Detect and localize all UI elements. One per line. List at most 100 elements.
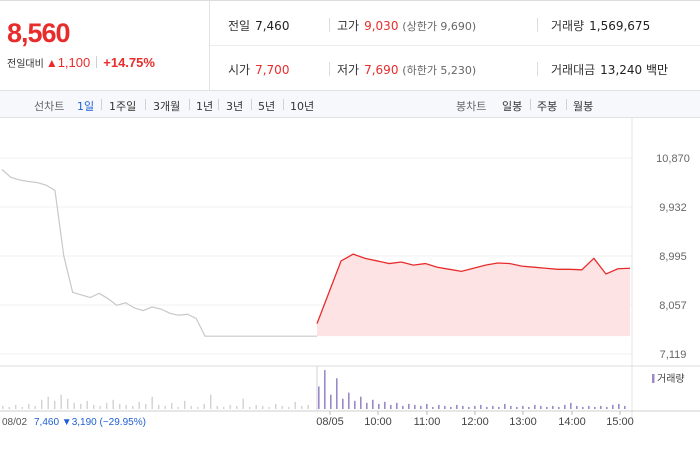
volume-legend-swatch — [652, 374, 655, 383]
period-10year[interactable]: 10년 — [290, 100, 315, 113]
low-label: 저가 — [337, 63, 360, 77]
row-divider — [210, 45, 700, 46]
candle-monthly[interactable]: 월봉 — [573, 100, 594, 113]
trade-value-value: 13,240 백만 — [600, 63, 669, 77]
volume-bar — [125, 404, 127, 409]
x-tick-label: 15:00 — [606, 416, 634, 428]
volume-bar — [158, 404, 160, 409]
volume-bar — [275, 403, 277, 409]
volume-bar — [119, 403, 121, 409]
volume-chart: 거래량 — [2, 370, 685, 409]
volume-bar — [99, 405, 101, 409]
period-5year[interactable]: 5년 — [258, 100, 276, 113]
volume-bar — [576, 405, 578, 409]
volume-bar — [618, 403, 620, 409]
volume-bar — [216, 405, 218, 409]
volume-bar — [197, 406, 199, 409]
trade-value-stat: 거래대금 13,240 백만 — [551, 61, 668, 78]
volume-bar — [486, 406, 488, 409]
volume-bar — [318, 386, 320, 409]
divider — [218, 99, 219, 110]
high-value: 9,030 — [364, 19, 399, 33]
volume-bar — [262, 405, 264, 409]
volume-bar — [288, 406, 290, 409]
volume-bar — [151, 396, 153, 409]
volume-bar — [184, 400, 186, 409]
period-1day[interactable]: 1일 — [77, 100, 95, 113]
volume-bar — [420, 405, 422, 409]
volume-bar — [2, 405, 4, 409]
volume-bar — [540, 405, 542, 409]
y-tick-label: 10,870 — [656, 153, 690, 165]
volume-bar — [516, 406, 518, 409]
volume-bar — [236, 405, 238, 409]
volume-bar — [324, 370, 326, 409]
period-3year[interactable]: 3년 — [226, 100, 244, 113]
price-chart[interactable]: 10,870 9,932 8,995 8,057 7,119 거래량 08/02 7,46… — [0, 118, 700, 450]
candle-daily[interactable]: 일봉 — [502, 100, 523, 113]
volume-bar — [624, 405, 626, 409]
volume-bar — [28, 403, 30, 409]
volume-legend-label: 거래량 — [657, 373, 685, 385]
volume-bar — [510, 405, 512, 409]
divider — [101, 99, 102, 110]
volume-label: 거래량 — [551, 19, 585, 33]
volume-bar — [301, 405, 303, 409]
volume-bar — [34, 405, 36, 409]
prev-day-line — [1, 169, 317, 337]
volume-bar — [534, 404, 536, 409]
y-tick-label: 8,995 — [659, 251, 687, 263]
volume-bar — [60, 394, 62, 409]
volume-bar — [552, 405, 554, 409]
volume-bar — [112, 399, 114, 409]
volume-bar — [8, 406, 10, 409]
volume-bar — [396, 402, 398, 409]
today-series — [316, 253, 631, 337]
y-axis: 10,870 9,932 8,995 8,057 7,119 — [656, 153, 690, 361]
change-value: 1,100 — [57, 55, 91, 70]
volume-bar — [378, 403, 380, 409]
period-1week[interactable]: 1주일 — [109, 100, 137, 113]
prev-close-label: 전일 — [228, 19, 251, 33]
volume-bar — [177, 406, 179, 409]
candle-weekly[interactable]: 주봉 — [537, 100, 558, 113]
open-stat: 시가 7,700 — [228, 61, 289, 78]
volume-bar — [546, 406, 548, 409]
today-line — [316, 253, 631, 324]
open-label: 시가 — [228, 63, 251, 77]
volume-bar — [223, 406, 225, 409]
current-price: 8,560 — [7, 18, 71, 48]
prev-close-value: 7,460 — [255, 19, 290, 33]
line-chart-label: 선차트 — [34, 100, 65, 113]
prev-day-summary: 7,460 ▼3,190 (−29.95%) — [34, 417, 146, 428]
divider — [251, 99, 252, 110]
x-tick-label: 08/05 — [316, 416, 344, 428]
prev-day-series — [1, 169, 317, 337]
volume-bar — [390, 404, 392, 409]
volume-bar — [600, 405, 602, 409]
volume-bar — [606, 406, 608, 409]
volume-bar — [570, 402, 572, 409]
volume-bar — [348, 392, 350, 409]
high-stat: 고가 9,030 (상한가 9,690) — [337, 17, 476, 34]
volume-bar — [171, 402, 173, 409]
volume-bar — [86, 400, 88, 409]
y-tick-label: 8,057 — [659, 300, 687, 312]
divider — [537, 62, 538, 76]
change-label: 전일대비 — [7, 59, 44, 70]
volume-bar — [438, 404, 440, 409]
volume-bar — [474, 405, 476, 409]
volume-bar — [372, 399, 374, 409]
low-stat: 저가 7,690 (하한가 5,230) — [337, 61, 476, 78]
period-3month[interactable]: 3개월 — [153, 100, 181, 113]
volume-bar — [93, 404, 95, 409]
period-1year[interactable]: 1년 — [196, 100, 214, 113]
volume-bar — [249, 406, 251, 409]
volume-bar — [582, 406, 584, 409]
divider — [329, 62, 330, 76]
volume-bar — [21, 406, 23, 409]
volume-bar — [558, 406, 560, 409]
volume-bar — [528, 406, 530, 409]
x-tick-label: 12:00 — [461, 416, 489, 428]
volume-bar — [67, 398, 69, 409]
